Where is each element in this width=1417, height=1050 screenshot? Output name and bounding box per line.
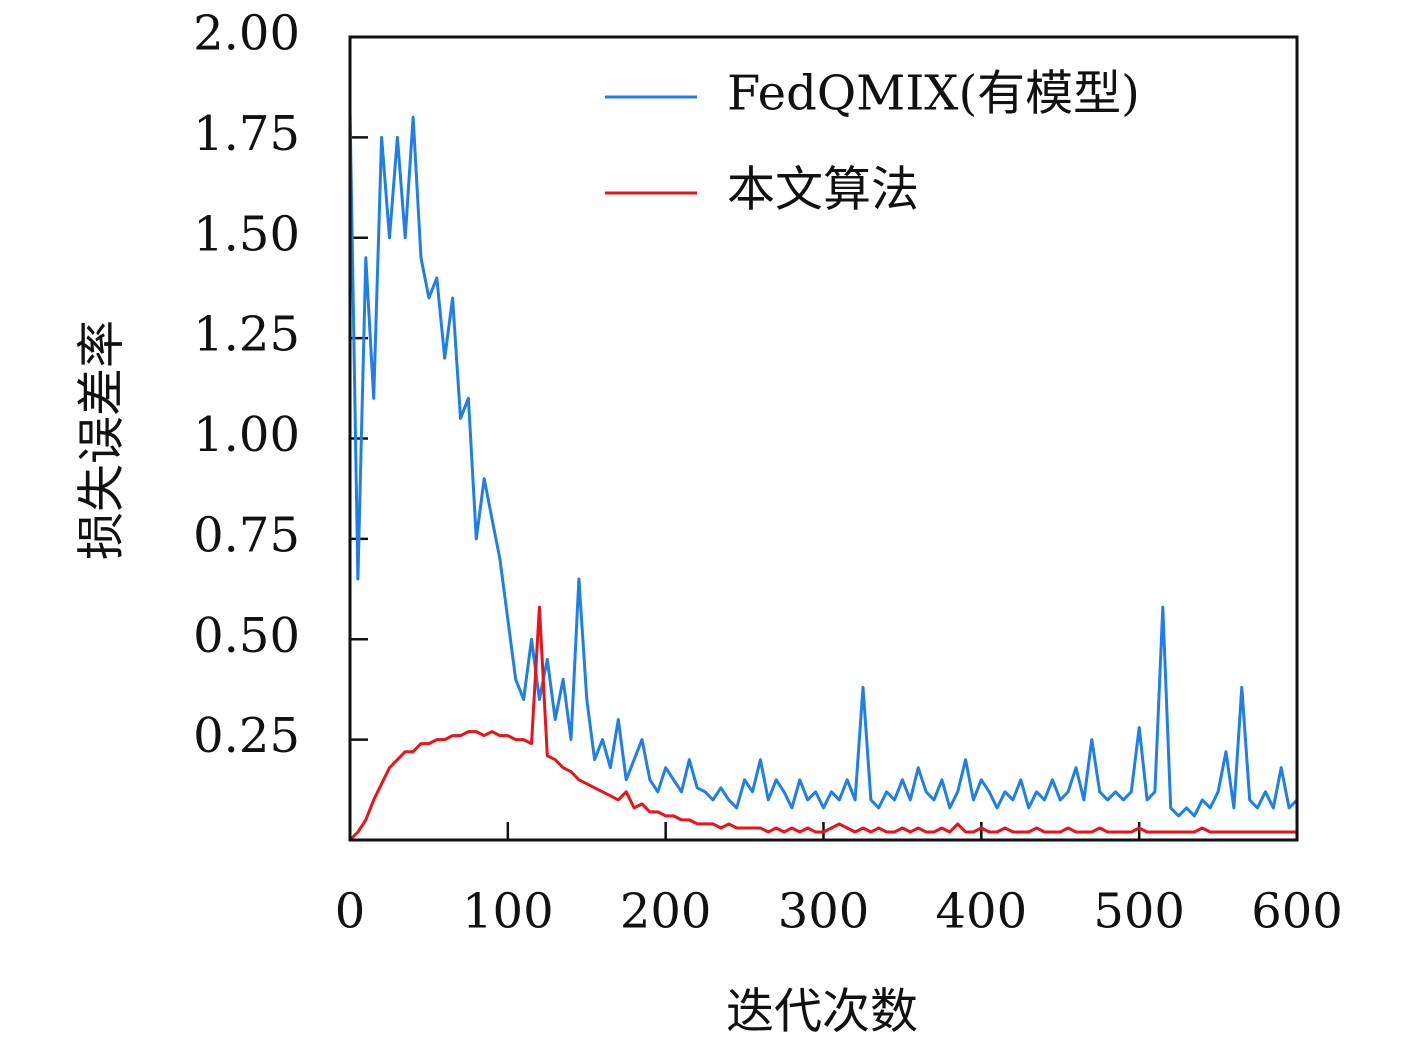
y-tick-label: 1.50 [193, 206, 300, 262]
x-tick-label: 400 [936, 884, 1028, 940]
data-line [348, 109, 1299, 818]
y-tick-label: 0.25 [193, 708, 300, 764]
y-tick-label: 1.75 [193, 106, 300, 162]
y-tick-label: 2.00 [193, 6, 300, 62]
y-tick-label: 0.50 [193, 608, 300, 664]
x-axis-label: 迭代次数 [726, 984, 918, 1040]
y-axis-label: 损失误差率 [74, 320, 130, 560]
plot-frame [348, 35, 1299, 842]
x-tick-label: 500 [1093, 884, 1185, 940]
y-tick-label: 0.75 [193, 507, 300, 563]
legend-label: 本文算法 [727, 162, 919, 218]
legend-label: FedQMIX(有模型) [727, 66, 1140, 122]
y-tick-label: 1.25 [193, 307, 300, 363]
x-tick-label: 200 [620, 884, 712, 940]
x-tick-label: 100 [462, 884, 554, 940]
x-tick-label: 300 [778, 884, 870, 940]
x-tick-label: 0 [335, 884, 366, 940]
data-line [348, 605, 1297, 842]
x-tick-label: 600 [1251, 884, 1343, 940]
y-tick-label: 1.00 [193, 407, 300, 463]
